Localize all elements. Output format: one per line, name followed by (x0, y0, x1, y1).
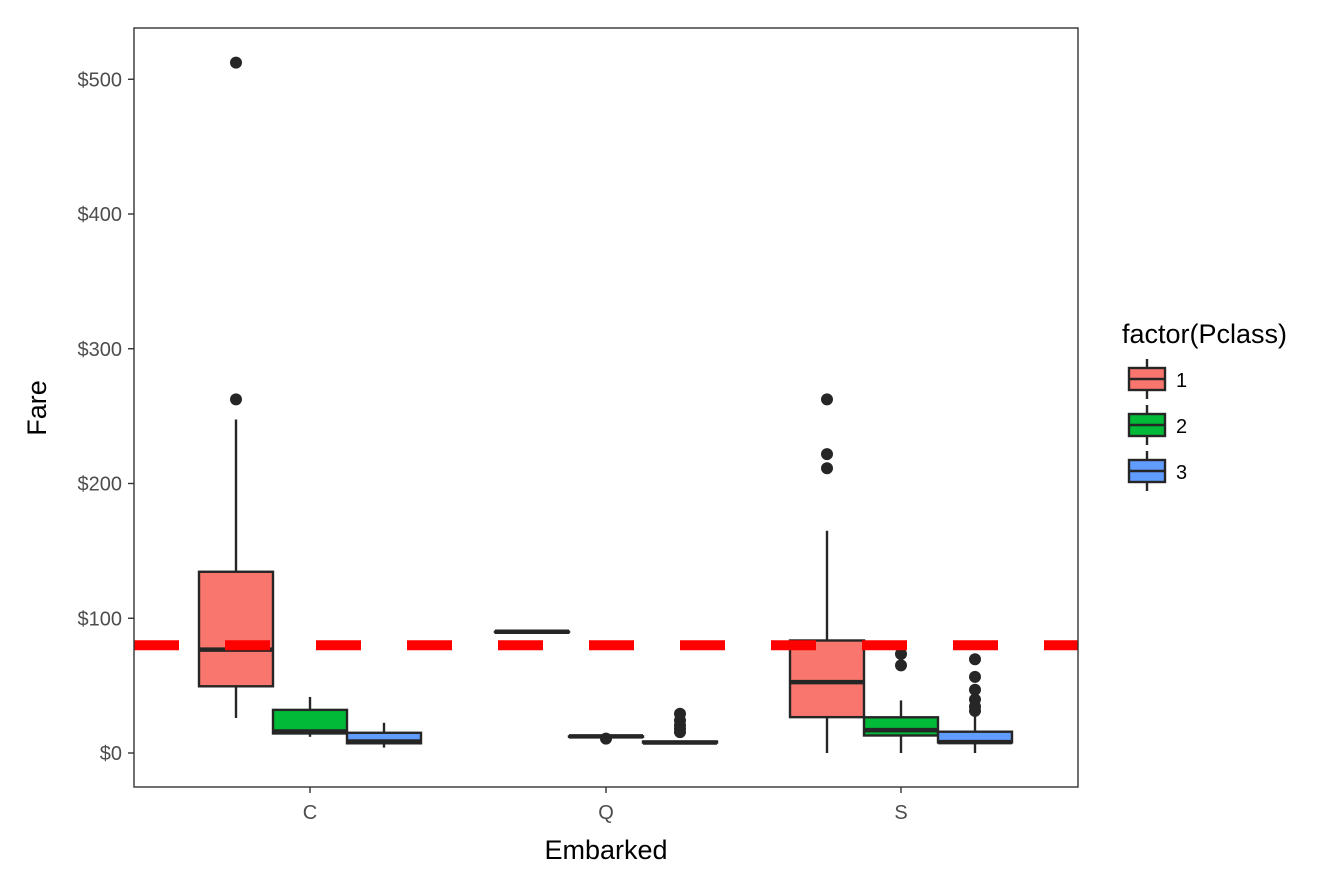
box-rect (788, 639, 866, 719)
outlier-point (600, 732, 612, 745)
legend-label: 3 (1176, 462, 1187, 484)
outlier-point (969, 670, 981, 683)
box-C-class-3 (345, 722, 423, 748)
legend-keys: 1 2 3 (1127, 359, 1187, 491)
y-tick-label: $400 (78, 204, 123, 226)
box-rect (862, 716, 940, 737)
legend-key-3: 3 (1127, 451, 1187, 491)
y-axis-ticks: $0 $100 $200 $300 $400 $500 (78, 69, 134, 765)
outlier-point (821, 448, 833, 461)
plot-panel-background (134, 28, 1078, 787)
y-axis-title: Fare (22, 380, 52, 436)
box-Q-class-2 (567, 732, 645, 745)
outlier-point (969, 683, 981, 696)
legend: factor(Pclass) 1 2 3 (1122, 319, 1287, 491)
boxes-layer (197, 56, 1014, 753)
x-tick-label: S (894, 802, 907, 824)
box-S-class-1 (788, 393, 866, 753)
outlier-point (821, 462, 833, 475)
outlier-point (895, 659, 907, 672)
box-S-class-2 (862, 647, 940, 753)
outlier-point (969, 693, 981, 706)
box-rect (197, 570, 275, 688)
box-Q-class-1 (493, 629, 571, 634)
outlier-point (895, 647, 907, 660)
legend-title: factor(Pclass) (1122, 319, 1287, 349)
legend-label: 2 (1176, 416, 1187, 438)
x-axis-title: Embarked (544, 835, 667, 865)
outlier-point (230, 56, 242, 69)
y-tick-label: $200 (78, 474, 123, 496)
outlier-point (674, 707, 686, 720)
outlier-point (230, 393, 242, 406)
legend-key-1: 1 (1127, 359, 1187, 399)
legend-label: 1 (1176, 370, 1187, 392)
y-tick-label: $100 (78, 608, 123, 630)
box-Q-class-3 (641, 707, 719, 745)
box-C-class-2 (271, 696, 349, 737)
legend-key-2: 2 (1127, 405, 1187, 445)
x-tick-label: Q (598, 802, 614, 824)
y-tick-label: $300 (78, 339, 123, 361)
y-tick-label: $500 (78, 69, 123, 91)
box-S-class-3 (936, 653, 1014, 753)
y-tick-label: $0 (100, 743, 122, 765)
x-tick-label: C (303, 802, 317, 824)
outlier-point (969, 653, 981, 666)
outlier-point (821, 393, 833, 406)
